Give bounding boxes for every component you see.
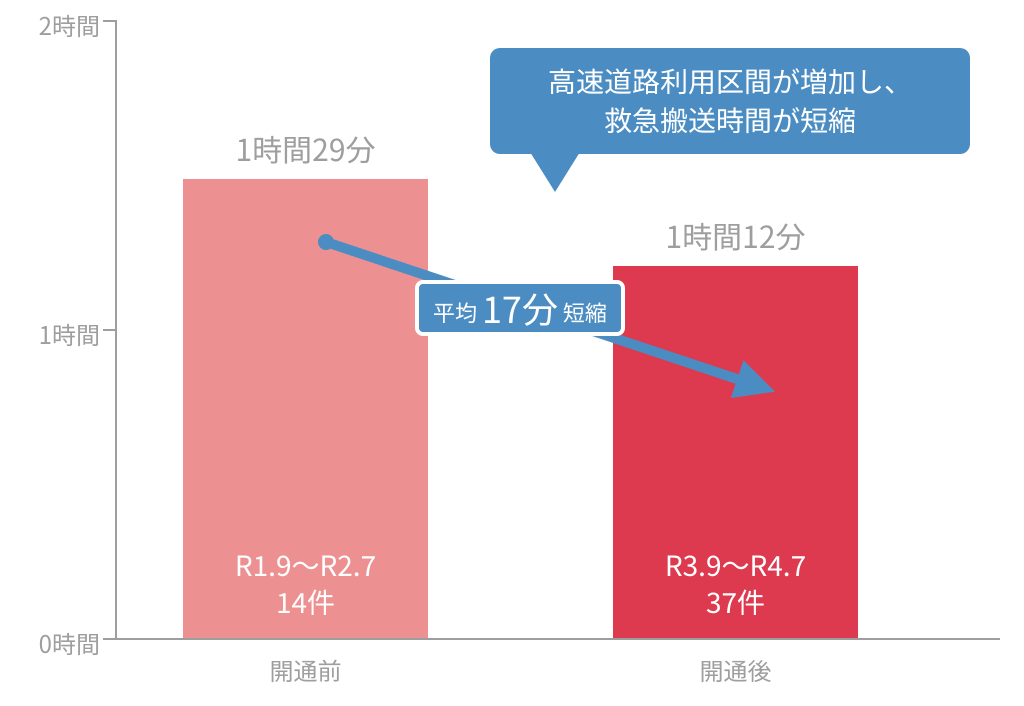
reduction-badge: 平均 17分 短縮 xyxy=(415,280,625,336)
callout-tail xyxy=(530,152,580,192)
callout: 高速道路利用区間が増加し、 救急搬送時間が短縮 xyxy=(490,48,970,154)
badge-big: 17分 xyxy=(482,282,558,334)
callout-line2: 救急搬送時間が短縮 xyxy=(604,100,856,140)
badge-prefix: 平均 xyxy=(433,296,477,328)
badge-suffix: 短縮 xyxy=(563,296,607,328)
chart-root: R1.9～R2.7 14件 R3.9～R4.7 37件 1時間29分 1時間12… xyxy=(0,0,1024,706)
callout-line1: 高速道路利用区間が増加し、 xyxy=(548,61,912,101)
